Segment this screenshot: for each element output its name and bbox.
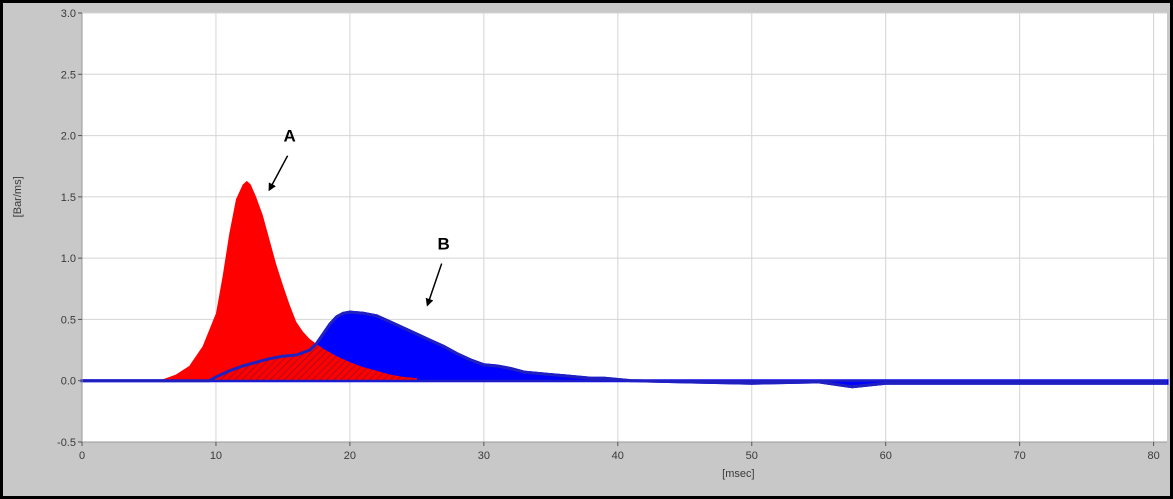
y-tick-label: 0.5 — [61, 314, 76, 326]
annotations: AB — [268, 127, 450, 307]
chart: 0 10 20 30 40 50 60 70 80 -0.5 0.0 0.5 1.0 1.5 2.0 2.5 3… — [12, 8, 1169, 480]
x-axis-label: [msec] — [722, 468, 754, 480]
y-tick-label: 1.0 — [61, 253, 76, 265]
x-tick-label: 40 — [612, 450, 624, 462]
x-tick-label: 20 — [344, 450, 356, 462]
y-tick-label: 3.0 — [61, 8, 76, 20]
y-tick-label: 2.5 — [61, 69, 76, 81]
tick-labels: 0 10 20 30 40 50 60 70 80 -0.5 0.0 0.5 1.0 1.5 2.0 2.5 3… — [57, 8, 1160, 462]
y-tick-label: 0.0 — [61, 376, 76, 388]
series-A-area — [82, 180, 417, 381]
x-tick-label: 80 — [1147, 450, 1159, 462]
series-B-line — [82, 310, 1167, 389]
y-tick-label: -0.5 — [57, 437, 76, 449]
y-tick-label: 1.5 — [61, 192, 76, 204]
x-tick-label: 30 — [478, 450, 490, 462]
chart-frame: 0 10 20 30 40 50 60 70 80 -0.5 0.0 0.5 1.0 1.5 2.0 2.5 3… — [3, 3, 1170, 496]
x-tick-label: 10 — [210, 450, 222, 462]
y-axis-label: [Bar/ms] — [12, 176, 24, 217]
axes — [81, 13, 1167, 443]
annotation-A: A — [283, 127, 295, 146]
series-layer — [80, 180, 1169, 389]
y-tick-label: 2.0 — [61, 131, 76, 143]
x-tick-label: 50 — [746, 450, 758, 462]
x-tick-label: 0 — [79, 450, 85, 462]
x-tick-label: 60 — [880, 450, 892, 462]
x-tick-label: 70 — [1014, 450, 1026, 462]
annotation-B: B — [438, 235, 450, 254]
annotation-arrow-A — [268, 155, 289, 192]
annotation-arrow-B — [425, 263, 443, 307]
